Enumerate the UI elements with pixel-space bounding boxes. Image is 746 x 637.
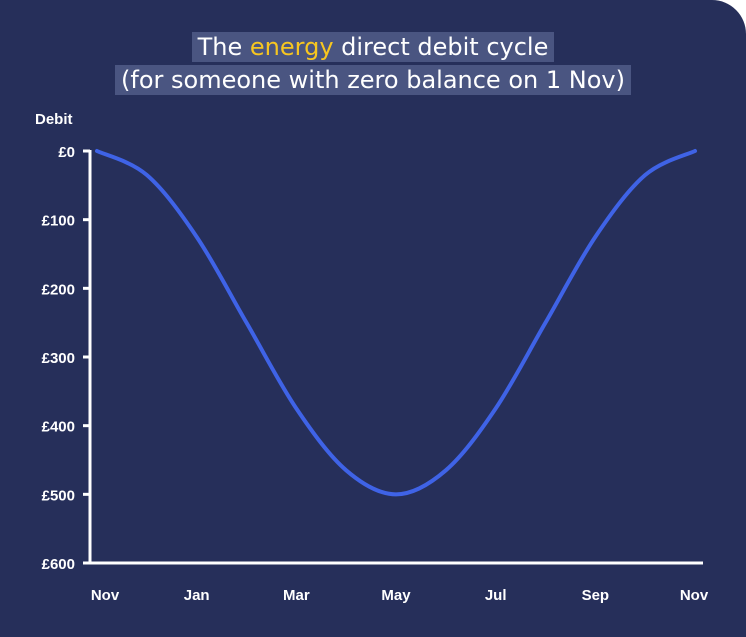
- series-line: [95, 149, 697, 497]
- x-tick-label: May: [381, 587, 411, 604]
- y-ticks: £0 £100 £200 £300 £400 £500 £600: [42, 144, 90, 573]
- y-tick-label: £100: [42, 213, 75, 230]
- y-tick-label: £300: [42, 350, 75, 367]
- y-tick-label: £400: [42, 419, 75, 436]
- x-tick-label: Nov: [680, 587, 709, 604]
- y-tick-label: £200: [42, 281, 75, 298]
- x-tick-label: Nov: [91, 587, 120, 604]
- x-ticks: Nov Jan Mar May Jul Sep Nov: [91, 587, 709, 604]
- title-highlight: energy: [249, 33, 334, 61]
- x-tick-label: Jan: [184, 587, 210, 604]
- title-line-2: (for someone with zero balance on 1 Nov): [115, 65, 631, 95]
- title-line-1: The energy direct debit cycle: [191, 32, 555, 62]
- x-tick-label: Sep: [582, 587, 610, 604]
- y-tick-label: £600: [42, 556, 75, 573]
- y-tick-label: £0: [58, 144, 75, 161]
- y-tick-label: £500: [42, 487, 75, 504]
- y-axis-label: Debit: [35, 111, 73, 128]
- x-tick-label: Jul: [485, 587, 507, 604]
- chart-title: The energy direct debit cycle (for someo…: [0, 32, 746, 98]
- x-tick-label: Mar: [283, 587, 310, 604]
